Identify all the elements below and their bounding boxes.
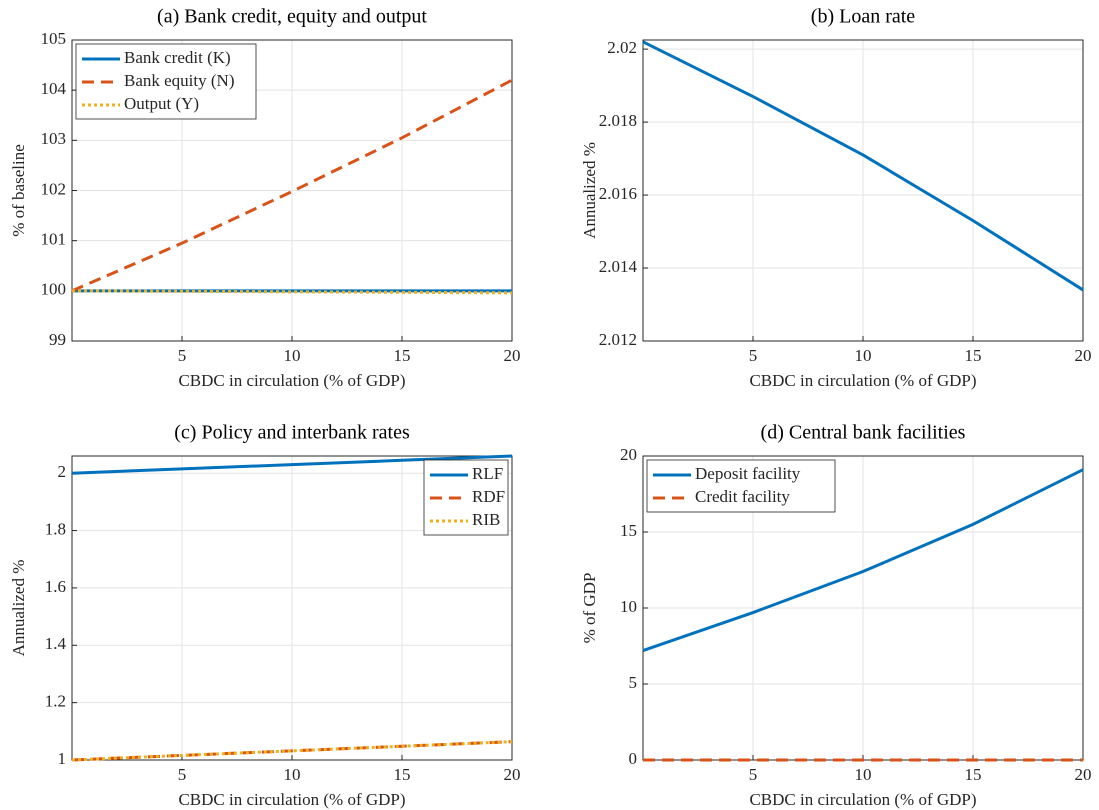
y-tick-label: 15 [620,521,637,540]
panel-title: (b) Loan rate [811,6,916,28]
legend-label: RIB [472,510,500,529]
panel-title: (d) Central bank facilities [761,422,966,444]
x-tick-label: 15 [394,765,411,784]
y-axis-label: % of baseline [9,144,28,237]
panel-title: (c) Policy and interbank rates [174,422,410,444]
panel: (c) Policy and interbank rates CBDC in ci… [9,422,521,809]
axes-box [642,39,1084,342]
y-axis-label: % of GDP [580,573,599,644]
series-line [71,454,513,475]
y-tick-label: 105 [41,29,67,48]
panel-title: (a) Bank credit, equity and output [157,6,427,28]
y-tick-label: 1.8 [45,519,66,538]
series-line [642,40,1084,292]
y-tick-label: 99 [49,330,66,349]
y-tick-label: 102 [41,179,67,198]
y-tick-label: 2.014 [599,257,638,276]
legend-label: RDF [472,487,505,506]
x-axis-label: CBDC in circulation (% of GDP) [178,371,405,390]
legend-label: Credit facility [695,487,790,506]
x-tick-label: 15 [394,346,411,365]
y-tick-label: 2.012 [599,330,637,349]
y-tick-label: 2.016 [599,184,637,203]
x-axis-label: CBDC in circulation (% of GDP) [749,371,976,390]
panel: (a) Bank credit, equity and output CBDC i… [9,6,521,390]
x-tick-label: 10 [284,765,301,784]
y-tick-label: 100 [41,280,67,299]
x-tick-label: 5 [178,346,187,365]
y-axis-label: Annualized % [580,142,599,239]
x-tick-label: 20 [1075,346,1092,365]
y-tick-label: 1 [58,749,67,768]
x-tick-label: 15 [965,346,982,365]
y-tick-label: 5 [629,673,638,692]
y-tick-label: 2.018 [599,111,637,130]
series-line [71,289,513,295]
x-tick-label: 15 [965,765,982,784]
panel: (b) Loan rate CBDC in circulation (% of G… [580,6,1092,390]
legend-label: Bank credit (K) [124,48,231,67]
y-tick-label: 1.4 [45,634,67,653]
series-line [71,78,513,293]
y-tick-label: 2 [58,462,67,481]
y-tick-label: 0 [629,749,638,768]
panel: (d) Central bank facilities CBDC in circu… [580,422,1092,809]
y-tick-label: 1.2 [45,692,66,711]
y-tick-label: 103 [41,129,67,148]
x-tick-label: 20 [504,765,521,784]
axes-box [71,455,513,761]
x-tick-label: 10 [284,346,301,365]
y-tick-label: 20 [620,445,637,464]
axes-box [71,39,513,342]
series-line [71,740,513,762]
x-tick-label: 20 [504,346,521,365]
x-axis-label: CBDC in circulation (% of GDP) [178,790,405,809]
y-tick-label: 2.02 [607,38,637,57]
x-tick-label: 10 [855,346,872,365]
x-axis-label: CBDC in circulation (% of GDP) [749,790,976,809]
x-tick-label: 5 [749,765,758,784]
legend-label: Output (Y) [124,94,199,113]
y-tick-label: 10 [620,597,637,616]
legend-box [646,459,836,513]
x-tick-label: 10 [855,765,872,784]
x-tick-label: 5 [178,765,187,784]
legend-label: Bank equity (N) [124,71,234,90]
legend-label: RLF [472,464,503,483]
legend-label: Deposit facility [695,464,801,483]
y-tick-label: 104 [41,79,67,98]
y-tick-label: 1.6 [45,577,66,596]
y-tick-label: 101 [41,230,67,249]
x-tick-label: 20 [1075,765,1092,784]
series-line [642,468,1084,652]
x-tick-label: 5 [749,346,758,365]
y-axis-label: Annualized % [9,560,28,657]
